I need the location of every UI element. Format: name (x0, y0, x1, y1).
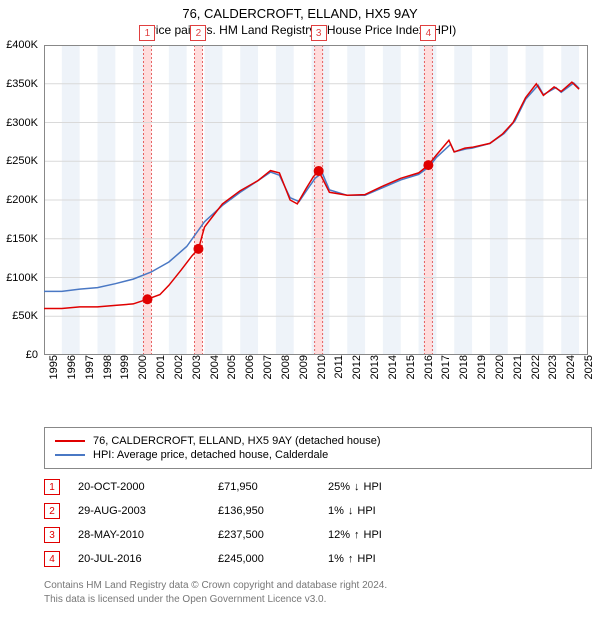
transaction-marker: 1 (44, 479, 60, 495)
x-axis-labels: 1995 1996 1997 1998 1999 2000 2001 2002 2003 2004… (44, 355, 588, 389)
transaction-row: 4 20-JUL-2016£245,0001%↑HPI (44, 547, 592, 571)
y-tick-label: £350K (6, 78, 38, 90)
y-tick-label: £200K (6, 194, 38, 206)
transaction-diff: 1%↓HPI (328, 505, 376, 517)
x-tick-label: 2010 (316, 355, 328, 379)
x-tick-label: 2023 (547, 355, 559, 379)
x-tick-label: 2022 (530, 355, 542, 379)
transaction-price: £71,950 (218, 481, 328, 493)
x-tick-label: 1998 (102, 355, 114, 379)
legend-item: 76, CALDERCROFT, ELLAND, HX5 9AY (detach… (55, 434, 581, 448)
legend-swatch (55, 454, 85, 456)
chart-title: 76, CALDERCROFT, ELLAND, HX5 9AY (0, 6, 600, 21)
x-tick-label: 2012 (351, 355, 363, 379)
x-tick-label: 2025 (583, 355, 595, 379)
y-tick-label: £250K (6, 155, 38, 167)
x-tick-label: 2005 (226, 355, 238, 379)
transaction-marker: 2 (44, 503, 60, 519)
x-tick-label: 2001 (155, 355, 167, 379)
y-tick-label: £150K (6, 233, 38, 245)
sale-marker-1: 1 (139, 25, 155, 41)
x-tick-label: 2006 (244, 355, 256, 379)
legend-item: HPI: Average price, detached house, Cald… (55, 448, 581, 462)
transaction-row: 3 28-MAY-2010£237,50012%↑HPI (44, 523, 592, 547)
sale-marker-3: 3 (311, 25, 327, 41)
x-tick-label: 1995 (48, 355, 60, 379)
arrow-down-icon: ↓ (354, 481, 360, 493)
x-tick-label: 2003 (191, 355, 203, 379)
y-tick-label: £0 (26, 349, 38, 361)
transactions-table: 1 20-OCT-2000£71,95025%↓HPI 2 29-AUG-2003£1… (44, 475, 592, 571)
legend-label: 76, CALDERCROFT, ELLAND, HX5 9AY (detach… (93, 435, 381, 447)
transaction-date: 28-MAY-2010 (78, 529, 218, 541)
sale-marker-4: 4 (420, 25, 436, 41)
legend-swatch (55, 440, 85, 442)
y-tick-label: £400K (6, 39, 38, 51)
footer-text: Contains HM Land Registry data © Crown c… (44, 579, 592, 606)
chart-svg (44, 45, 588, 355)
chart-subtitle: Price paid vs. HM Land Registry's House … (0, 23, 600, 37)
y-tick-label: £100K (6, 272, 38, 284)
footer-line-1: Contains HM Land Registry data © Crown c… (44, 579, 592, 593)
transaction-row: 2 29-AUG-2003£136,9501%↓HPI (44, 499, 592, 523)
transaction-marker: 3 (44, 527, 60, 543)
sale-marker-2: 2 (190, 25, 206, 41)
y-tick-label: £300K (6, 117, 38, 129)
x-tick-label: 1996 (66, 355, 78, 379)
x-tick-label: 2014 (387, 355, 399, 379)
x-tick-label: 2000 (137, 355, 149, 379)
x-tick-label: 2018 (458, 355, 470, 379)
chart-legend: 76, CALDERCROFT, ELLAND, HX5 9AY (detach… (44, 427, 592, 469)
x-tick-label: 2021 (512, 355, 524, 379)
transaction-diff: 25%↓HPI (328, 481, 382, 493)
x-tick-label: 2002 (173, 355, 185, 379)
transaction-date: 20-OCT-2000 (78, 481, 218, 493)
x-tick-label: 2024 (565, 355, 577, 379)
x-tick-label: 1997 (84, 355, 96, 379)
x-tick-label: 2015 (405, 355, 417, 379)
x-tick-label: 2020 (494, 355, 506, 379)
footer-line-2: This data is licensed under the Open Gov… (44, 593, 592, 607)
x-tick-label: 2017 (440, 355, 452, 379)
x-tick-label: 1999 (119, 355, 131, 379)
transaction-price: £237,500 (218, 529, 328, 541)
transaction-price: £245,000 (218, 553, 328, 565)
x-tick-label: 2016 (423, 355, 435, 379)
y-tick-label: £50K (12, 310, 38, 322)
transaction-diff: 12%↑HPI (328, 529, 382, 541)
arrow-down-icon: ↓ (348, 505, 354, 517)
transaction-price: £136,950 (218, 505, 328, 517)
x-tick-label: 2013 (369, 355, 381, 379)
transaction-diff: 1%↑HPI (328, 553, 376, 565)
transaction-row: 1 20-OCT-2000£71,95025%↓HPI (44, 475, 592, 499)
x-tick-label: 2004 (209, 355, 221, 379)
arrow-up-icon: ↑ (354, 529, 360, 541)
transaction-date: 29-AUG-2003 (78, 505, 218, 517)
x-tick-label: 2019 (476, 355, 488, 379)
x-tick-label: 2011 (333, 355, 345, 379)
x-tick-label: 2008 (280, 355, 292, 379)
transaction-marker: 4 (44, 551, 60, 567)
chart-plot: 1234£0£50K£100K£150K£200K£250K£300K£350K… (44, 45, 588, 355)
transaction-date: 20-JUL-2016 (78, 553, 218, 565)
arrow-up-icon: ↑ (348, 553, 354, 565)
x-tick-label: 2009 (298, 355, 310, 379)
x-tick-label: 2007 (262, 355, 274, 379)
legend-label: HPI: Average price, detached house, Cald… (93, 449, 328, 461)
